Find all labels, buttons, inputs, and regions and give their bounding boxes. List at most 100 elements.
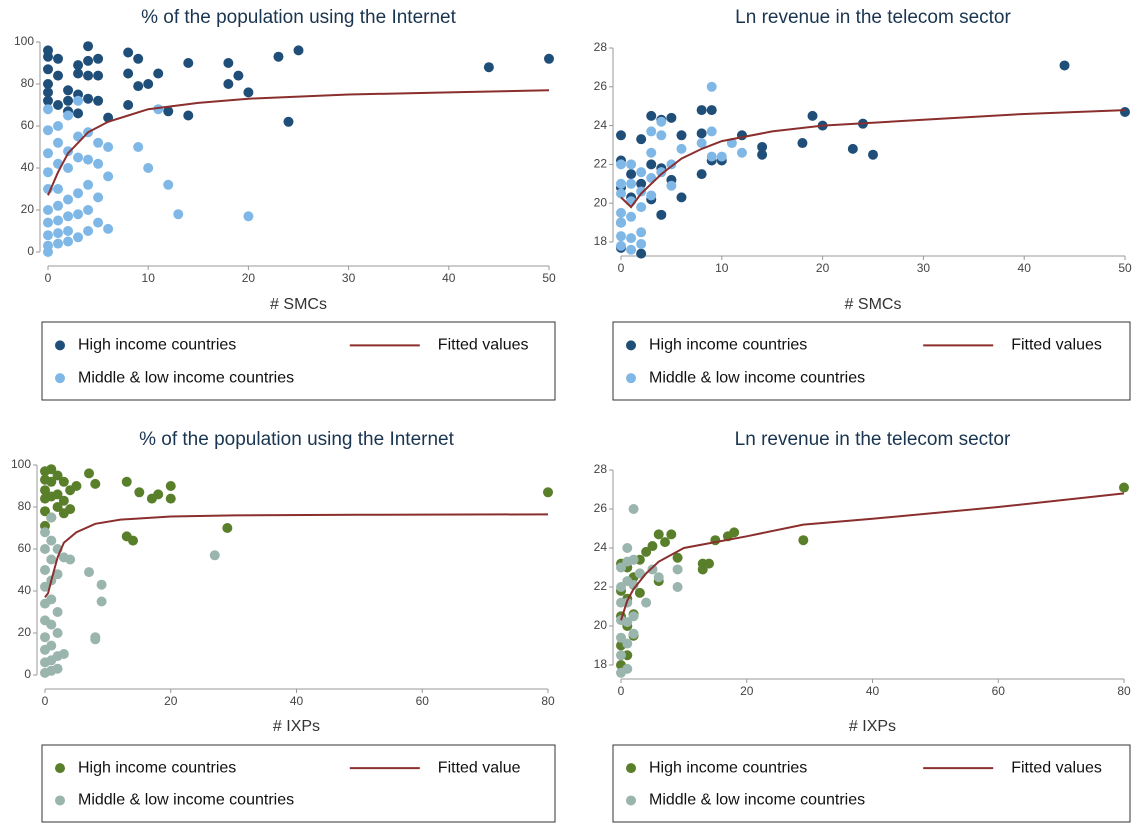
point [616, 207, 626, 218]
point [544, 53, 554, 64]
point [43, 125, 53, 136]
point [656, 167, 667, 178]
point [73, 152, 84, 163]
point [165, 493, 176, 504]
y-tick-label: 26 [594, 79, 608, 93]
y-tick-label: 18 [594, 657, 608, 671]
point [807, 110, 818, 121]
legend-label: Fitted value [438, 759, 521, 776]
legend-marker [626, 763, 636, 774]
point [96, 596, 107, 607]
point [616, 159, 626, 170]
point [53, 70, 64, 81]
point [676, 192, 687, 203]
point [63, 226, 74, 236]
point [143, 79, 154, 89]
point [183, 58, 194, 68]
y-tick-label: 0 [24, 667, 31, 681]
point [626, 178, 637, 189]
point [243, 87, 254, 98]
point [706, 105, 717, 116]
point [243, 211, 254, 222]
point [165, 481, 176, 491]
point [43, 230, 53, 241]
legend-label: Middle & low income countries [78, 792, 294, 809]
point [143, 163, 154, 173]
point [43, 148, 53, 159]
point [798, 535, 809, 546]
y-tick-label: 80 [18, 499, 32, 513]
x-axis-label: # IXPs [849, 718, 896, 735]
y-tick-label: 100 [11, 457, 31, 471]
point [653, 572, 664, 583]
x-axis-label: # SMCs [270, 296, 327, 313]
y-tick-label: 20 [18, 625, 32, 639]
x-tick-label: 20 [164, 694, 178, 708]
legend-marker [55, 795, 65, 806]
point [616, 217, 626, 228]
point [628, 628, 639, 639]
point [40, 527, 50, 538]
fitted-line [620, 109, 1126, 209]
legend-label: High income countries [78, 759, 236, 776]
point [636, 227, 647, 238]
point [223, 79, 234, 89]
point [96, 579, 107, 590]
point [43, 104, 53, 115]
point [646, 159, 657, 170]
legend-marker [55, 340, 65, 351]
x-tick-label: 30 [342, 271, 356, 285]
legend-marker [626, 373, 636, 384]
point [43, 87, 53, 98]
point [647, 564, 658, 575]
point [83, 154, 94, 165]
x-tick-label: 20 [816, 261, 830, 275]
x-tick-label: 10 [715, 261, 729, 275]
y-tick-label: 40 [18, 583, 32, 597]
x-tick-label: 40 [1018, 261, 1032, 275]
point [223, 58, 234, 68]
point [628, 611, 639, 622]
point [73, 95, 84, 106]
legend-label: Fitted values [1011, 337, 1102, 354]
point [696, 105, 707, 116]
point [43, 95, 53, 106]
point [672, 582, 683, 592]
point [73, 209, 84, 220]
y-tick-label: 20 [21, 202, 35, 216]
point [103, 171, 114, 182]
point [133, 142, 144, 152]
point [63, 110, 74, 121]
point [283, 116, 294, 127]
point [616, 562, 626, 573]
point [83, 205, 94, 215]
x-tick-label: 0 [618, 261, 625, 275]
point [63, 236, 74, 247]
point [46, 619, 57, 630]
point [128, 535, 139, 546]
point [636, 134, 647, 145]
x-tick-label: 80 [1117, 684, 1131, 698]
point [666, 529, 677, 540]
point [43, 64, 53, 75]
point [483, 62, 494, 73]
chart-title: Ln revenue in the telecom sector [735, 7, 1011, 28]
point [616, 188, 626, 199]
point [46, 554, 57, 565]
point [729, 527, 740, 538]
point [636, 186, 647, 197]
x-tick-label: 10 [142, 271, 156, 285]
point [622, 617, 633, 628]
legend-box [41, 321, 556, 401]
point [73, 68, 84, 79]
legend-label: High income countries [78, 337, 236, 354]
x-tick-label: 20 [740, 684, 754, 698]
legend-label: Middle & low income countries [649, 369, 865, 386]
y-tick-label: 0 [27, 244, 34, 258]
x-tick-label: 80 [541, 694, 555, 708]
point [543, 487, 553, 498]
point [46, 464, 57, 475]
point [90, 634, 101, 645]
fitted-line [47, 89, 550, 196]
x-tick-label: 50 [542, 271, 556, 285]
